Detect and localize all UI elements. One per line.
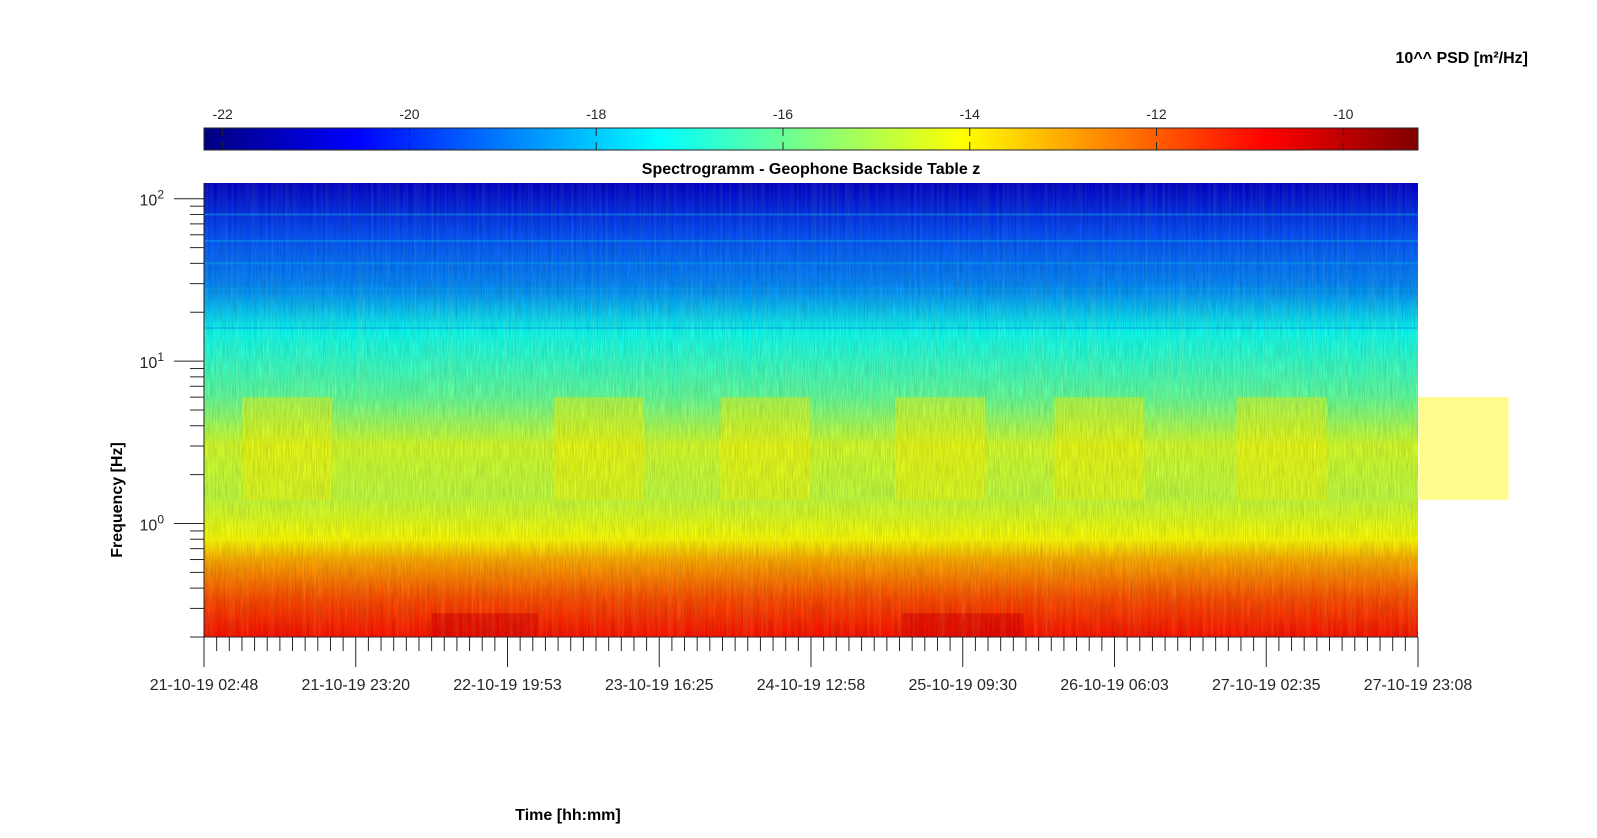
y-tick-base: 10 bbox=[140, 355, 158, 372]
x-tick-label: 22-10-19 19:53 bbox=[453, 677, 562, 694]
y-tick-label: 102 bbox=[140, 188, 165, 210]
x-axis: 21-10-19 02:48 21-10-19 23:20 22-10-19 19:… bbox=[150, 636, 1473, 694]
colorbar: -22 -20 -18 -16 -14 -12 -10 bbox=[203, 106, 1419, 151]
y-tick-label: 100 bbox=[140, 513, 165, 535]
x-tick-label: 27-10-19 23:08 bbox=[1364, 677, 1473, 694]
x-tick-label: 21-10-19 23:20 bbox=[301, 677, 410, 694]
colorbar-tick-label: -22 bbox=[213, 106, 233, 122]
y-tick-base: 10 bbox=[140, 193, 158, 210]
spectrogram-plot bbox=[204, 183, 1509, 637]
activity-patch bbox=[1418, 397, 1509, 500]
x-tick-label: 25-10-19 09:30 bbox=[908, 677, 1017, 694]
y-axis-label: Frequency [Hz] bbox=[109, 442, 126, 558]
x-tick-label: 23-10-19 16:25 bbox=[605, 677, 714, 694]
y-tick-label: 101 bbox=[140, 350, 165, 372]
colorbar-ticks: -22 -20 -18 -16 -14 -12 -10 bbox=[213, 106, 1354, 150]
colorbar-tick-label: -18 bbox=[586, 106, 606, 122]
x-tick-label: 24-10-19 12:58 bbox=[757, 677, 866, 694]
x-axis-label: Time [hh:mm] bbox=[515, 807, 620, 824]
y-tick-exponent: 1 bbox=[157, 350, 164, 364]
colorbar-tick-label: -12 bbox=[1146, 106, 1166, 122]
colorbar-tick-label: -20 bbox=[399, 106, 419, 122]
chart-title: Spectrogramm - Geophone Backside Table z bbox=[642, 161, 980, 178]
colorbar-tick-label: -10 bbox=[1333, 106, 1353, 122]
y-tick-base: 10 bbox=[140, 518, 158, 535]
y-tick-exponent: 2 bbox=[157, 188, 164, 202]
colorbar-label: 10^^ PSD [m²/Hz] bbox=[1396, 50, 1528, 67]
colorbar-gradient bbox=[203, 127, 1419, 151]
noise-texture bbox=[204, 183, 1418, 637]
x-tick-label: 21-10-19 02:48 bbox=[150, 677, 259, 694]
x-tick-label: 27-10-19 02:35 bbox=[1212, 677, 1321, 694]
x-tick-label: 26-10-19 06:03 bbox=[1060, 677, 1169, 694]
y-tick-exponent: 0 bbox=[157, 513, 164, 527]
colorbar-tick-label: -14 bbox=[960, 106, 980, 122]
colorbar-tick-label: -16 bbox=[773, 106, 793, 122]
